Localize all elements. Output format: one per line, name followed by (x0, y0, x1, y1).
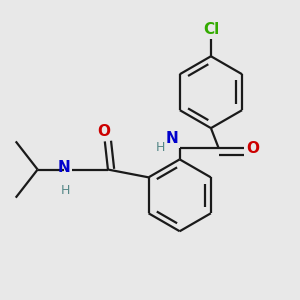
Text: O: O (98, 124, 111, 139)
Text: N: N (165, 131, 178, 146)
Text: Cl: Cl (203, 22, 219, 38)
Text: H: H (155, 141, 165, 154)
Text: H: H (61, 184, 70, 196)
Text: N: N (58, 160, 70, 175)
Text: O: O (246, 141, 259, 156)
